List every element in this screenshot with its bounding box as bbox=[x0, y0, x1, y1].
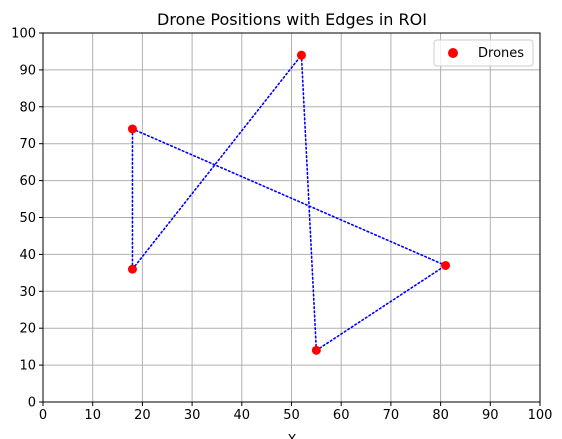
y-tick-label: 10 bbox=[19, 359, 36, 374]
y-tick-label: 60 bbox=[19, 174, 36, 189]
edge-line bbox=[315, 264, 447, 352]
edges bbox=[131, 54, 447, 352]
x-tick-label: 20 bbox=[134, 408, 151, 423]
x-tick-label: 30 bbox=[184, 408, 201, 423]
x-tick-label: 0 bbox=[39, 408, 47, 423]
legend-marker bbox=[448, 48, 458, 58]
data-points bbox=[127, 50, 451, 355]
y-tick-label: 30 bbox=[19, 285, 36, 300]
x-axis-label: X bbox=[288, 433, 297, 439]
x-tick-label: 40 bbox=[234, 408, 251, 423]
y-tick-label: 70 bbox=[19, 137, 36, 152]
y-tick-label: 100 bbox=[11, 27, 36, 42]
y-tick-label: 90 bbox=[19, 63, 36, 78]
drone-point bbox=[127, 124, 137, 134]
drone-point bbox=[127, 264, 137, 274]
y-tick-label: 80 bbox=[19, 100, 36, 115]
edge-line bbox=[131, 128, 447, 267]
grid-lines bbox=[42, 32, 541, 403]
axes: 0 10 20 30 40 50 60 70 80 90 100 0 10 20 30 40 50 60 70 80 9… bbox=[11, 27, 552, 424]
edge-line bbox=[131, 54, 303, 270]
drone-point bbox=[311, 345, 321, 355]
chart-title: Drone Positions with Edges in ROI bbox=[157, 10, 427, 29]
x-tick-label: 10 bbox=[84, 408, 101, 423]
drone-point bbox=[296, 50, 306, 60]
x-tick-label: 100 bbox=[528, 408, 553, 423]
legend-box bbox=[433, 39, 534, 67]
legend-label: Drones bbox=[478, 46, 524, 61]
edge-line bbox=[300, 54, 318, 352]
drone-point bbox=[441, 260, 451, 270]
x-tick-label: 80 bbox=[432, 408, 449, 423]
y-tick-label: 40 bbox=[19, 248, 36, 263]
x-tick-label: 50 bbox=[283, 408, 300, 423]
x-tick-label: 60 bbox=[333, 408, 350, 423]
legend: Drones bbox=[433, 39, 534, 67]
y-tick-label: 0 bbox=[28, 396, 36, 411]
x-tick-label: 90 bbox=[482, 408, 499, 423]
y-tick-label: 50 bbox=[19, 211, 36, 226]
x-tick-label: 70 bbox=[383, 408, 400, 423]
y-tick-label: 20 bbox=[19, 322, 36, 337]
